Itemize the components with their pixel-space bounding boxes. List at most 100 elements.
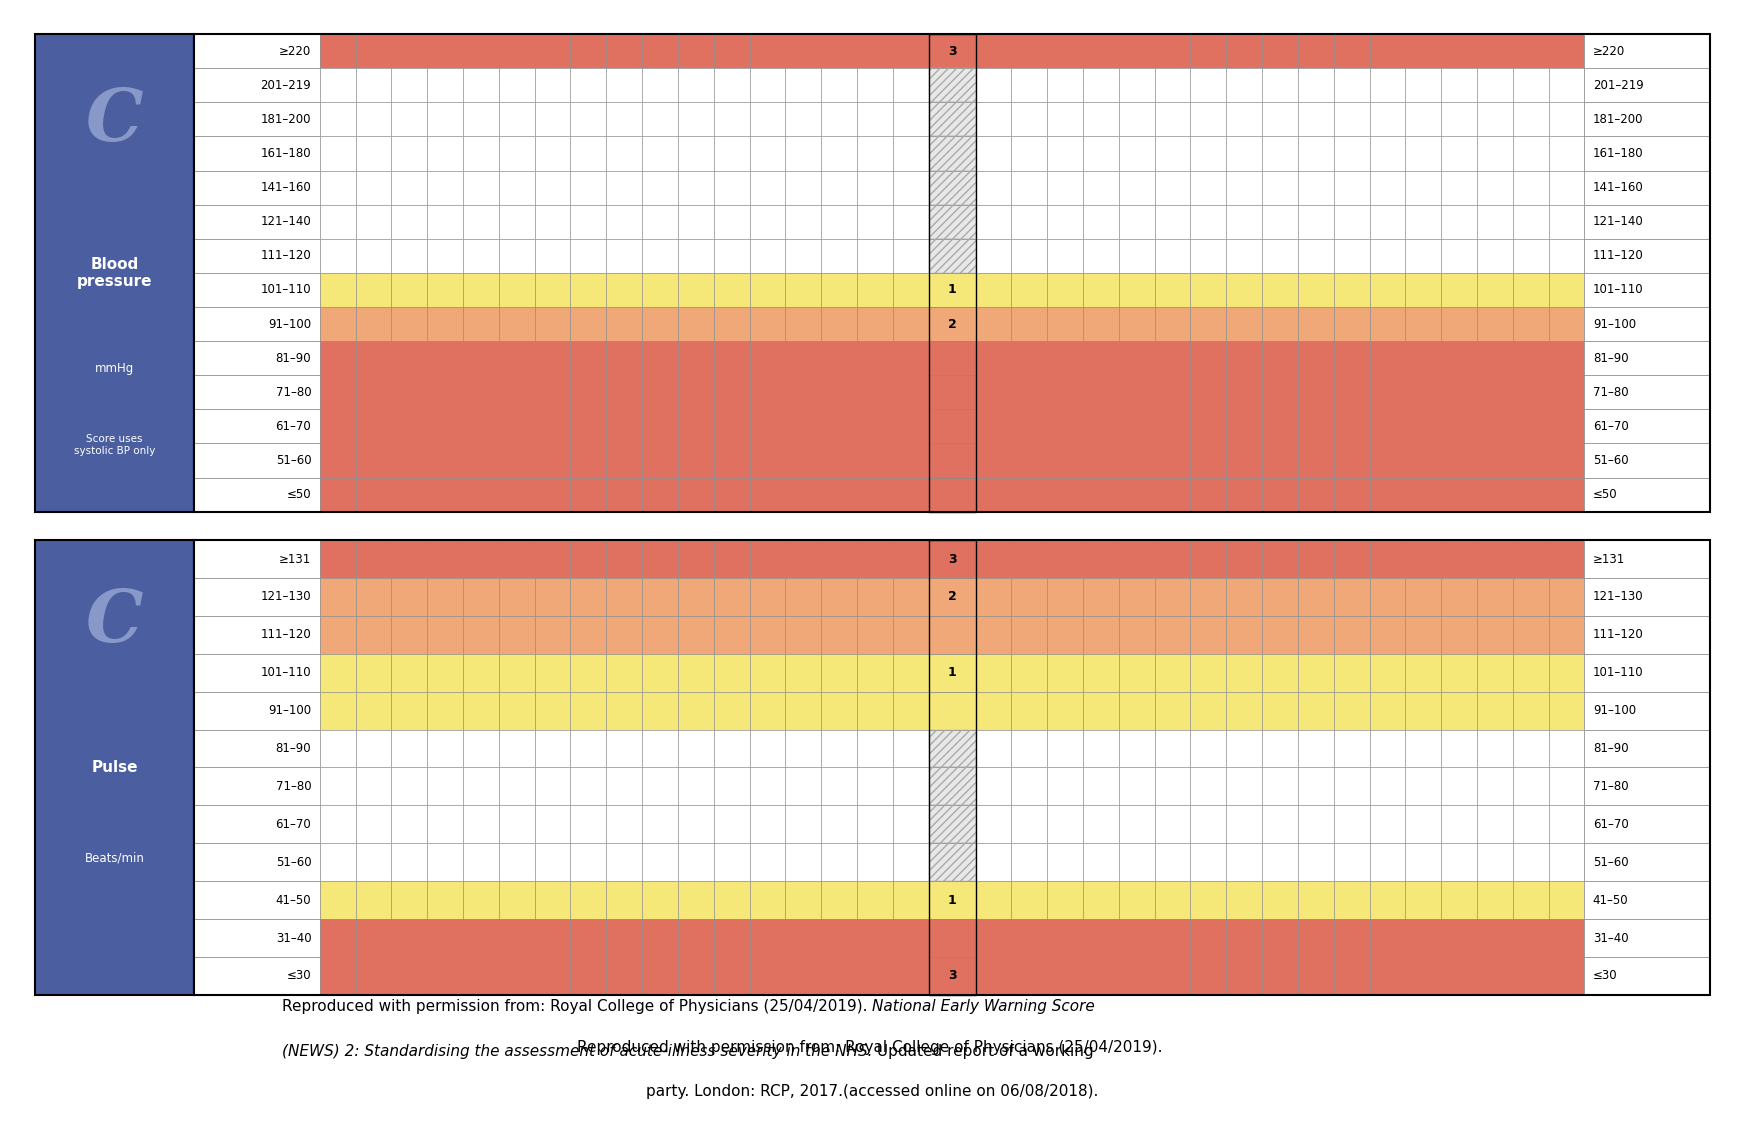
Bar (928, 136, 975, 171)
Bar (1370, 957, 1405, 995)
Bar (1190, 957, 1227, 995)
Bar (642, 68, 677, 102)
Bar (1405, 844, 1441, 881)
Bar (1012, 409, 1047, 443)
Bar (677, 34, 714, 68)
Bar (462, 341, 499, 375)
Bar (1333, 136, 1370, 171)
Bar (750, 409, 785, 443)
Bar (714, 341, 750, 375)
Bar (534, 307, 571, 341)
Bar (499, 691, 534, 730)
Bar (356, 767, 391, 805)
Bar (1190, 730, 1227, 767)
Bar (822, 443, 857, 478)
Bar (534, 730, 571, 767)
Bar (750, 102, 785, 136)
Bar (1047, 341, 1084, 375)
Bar (1513, 805, 1548, 844)
Bar (606, 273, 642, 307)
Bar (1584, 34, 1710, 68)
Text: 181–200: 181–200 (1593, 113, 1644, 126)
Bar (319, 691, 356, 730)
Bar (928, 171, 975, 205)
Bar (1405, 654, 1441, 691)
Bar (750, 881, 785, 919)
Bar (571, 957, 606, 995)
Bar (428, 578, 462, 616)
Text: 71–80: 71–80 (276, 385, 311, 399)
Bar (1084, 578, 1119, 616)
Bar (1584, 844, 1710, 881)
Bar (1084, 375, 1119, 409)
Bar (1119, 881, 1155, 919)
Bar (194, 844, 319, 881)
Bar (1262, 578, 1298, 616)
Bar (1476, 478, 1513, 512)
Bar (606, 34, 642, 68)
Text: 101–110: 101–110 (260, 283, 311, 297)
Bar (356, 205, 391, 239)
Bar (1513, 616, 1548, 654)
Bar (1262, 68, 1298, 102)
Bar (893, 691, 928, 730)
Bar (1513, 34, 1548, 68)
Bar (428, 68, 462, 102)
Bar (1084, 478, 1119, 512)
Bar (1584, 171, 1710, 205)
Bar (1476, 957, 1513, 995)
Bar (750, 730, 785, 767)
Bar (975, 844, 1012, 881)
Bar (1298, 767, 1333, 805)
Bar (1298, 654, 1333, 691)
Bar (750, 844, 785, 881)
Bar (1370, 68, 1405, 102)
Bar (194, 540, 319, 578)
Bar (1370, 578, 1405, 616)
Bar (642, 205, 677, 239)
Bar (785, 375, 822, 409)
Bar (534, 239, 571, 273)
Bar (1405, 239, 1441, 273)
Bar (857, 171, 893, 205)
Bar (1262, 341, 1298, 375)
Bar (1548, 616, 1584, 654)
Bar (571, 34, 606, 68)
Bar (928, 239, 975, 273)
Text: mmHg: mmHg (94, 362, 134, 375)
Bar (750, 691, 785, 730)
Bar (822, 375, 857, 409)
Bar (785, 578, 822, 616)
Bar (1441, 540, 1476, 578)
Bar (1370, 616, 1405, 654)
Bar (534, 136, 571, 171)
Bar (1513, 171, 1548, 205)
Bar (194, 341, 319, 375)
Bar (1513, 307, 1548, 341)
Bar (1227, 341, 1262, 375)
Bar (1405, 273, 1441, 307)
Bar (1298, 341, 1333, 375)
Bar (857, 844, 893, 881)
Bar (1155, 239, 1190, 273)
Bar (1262, 136, 1298, 171)
Bar (1084, 136, 1119, 171)
Bar (1548, 34, 1584, 68)
Bar (1119, 205, 1155, 239)
Bar (1298, 205, 1333, 239)
Bar (1370, 341, 1405, 375)
Bar (571, 443, 606, 478)
Bar (1084, 616, 1119, 654)
Bar (1370, 881, 1405, 919)
Bar (1119, 239, 1155, 273)
Bar (677, 540, 714, 578)
Bar (1190, 375, 1227, 409)
Bar (499, 767, 534, 805)
Bar (606, 341, 642, 375)
Bar (893, 443, 928, 478)
Bar (1476, 730, 1513, 767)
Bar (1476, 307, 1513, 341)
Bar (571, 616, 606, 654)
Bar (1370, 443, 1405, 478)
Bar (606, 844, 642, 881)
